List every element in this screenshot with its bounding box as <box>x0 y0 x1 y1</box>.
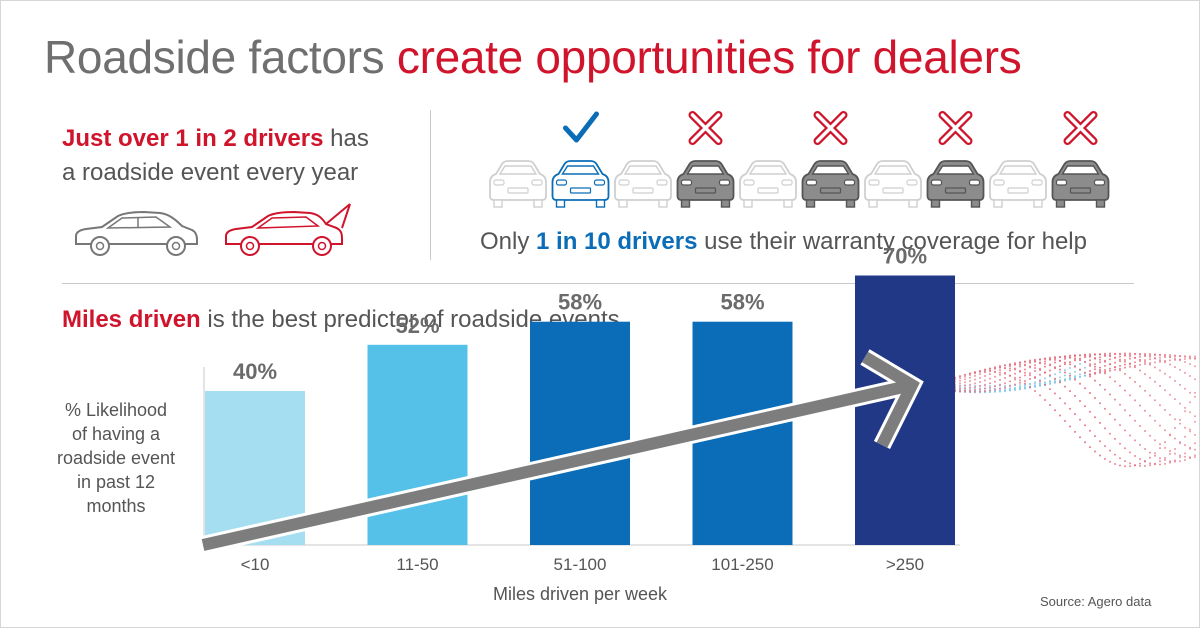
trend-arrow-icon <box>201 349 924 554</box>
car-dark-icon <box>926 160 985 208</box>
checkmark-icon <box>563 111 599 143</box>
stat-line2: a roadside event every year <box>62 159 359 186</box>
title-part1: Roadside factors <box>44 31 397 83</box>
x-axis-label: Miles driven per week <box>492 584 668 604</box>
car-light-icon <box>614 160 672 208</box>
x-tick-label-2: 11-50 <box>396 555 438 574</box>
car-light-icon <box>989 160 1047 208</box>
miles-highlight: Miles driven <box>62 306 201 333</box>
data-label-5: 70% <box>883 244 927 269</box>
vertical-divider <box>430 110 431 260</box>
stat-highlight: Just over 1 in 2 drivers <box>62 125 324 152</box>
bar-2 <box>367 344 468 545</box>
x-mark-icon <box>1063 111 1098 145</box>
car-light-icon <box>739 160 797 208</box>
car-dark-icon <box>801 160 860 208</box>
x-mark-icon <box>688 111 723 145</box>
warranty-pre: Only <box>480 228 537 255</box>
sedan-car-icon <box>75 210 198 256</box>
car-light-icon <box>489 160 547 208</box>
bar-3 <box>530 321 630 545</box>
title-highlight: create opportunities for dealers <box>396 31 1022 83</box>
x-tick-label-1: <10 <box>241 555 270 574</box>
car-light-icon <box>864 160 922 208</box>
data-label-1: 40% <box>233 359 277 384</box>
car-dark-icon <box>1051 160 1110 208</box>
car-highlight-icon <box>551 160 610 208</box>
warranty-stat: Only 1 in 10 drivers use their warranty … <box>480 228 1087 256</box>
car-row <box>489 111 1110 208</box>
source-note: Source: Agero data <box>1040 594 1152 609</box>
x-tick-label-5: >250 <box>886 555 924 574</box>
stat-rest: has <box>323 125 369 152</box>
x-tick-label-3: 51-100 <box>554 555 607 574</box>
decorative-dot-wave <box>949 352 1196 468</box>
x-mark-icon <box>813 111 848 145</box>
car-dark-icon <box>676 160 735 208</box>
x-tick-label-4: 101-250 <box>711 555 773 574</box>
data-label-2: 52% <box>395 313 439 338</box>
broken-down-car-icon <box>225 203 351 256</box>
roadside-event-stat: Just over 1 in 2 drivers has a roadside … <box>62 122 369 190</box>
x-mark-icon <box>938 111 973 145</box>
data-label-4: 58% <box>720 290 764 315</box>
warranty-post: use their warranty coverage for help <box>697 228 1087 255</box>
warranty-highlight: 1 in 10 drivers <box>536 228 698 255</box>
page-title: Roadside factors create opportunities fo… <box>44 30 1022 84</box>
data-label-3: 58% <box>558 290 602 315</box>
y-axis-label: % Likelihood of having a roadside event … <box>56 400 176 516</box>
horizontal-divider <box>62 283 1134 284</box>
